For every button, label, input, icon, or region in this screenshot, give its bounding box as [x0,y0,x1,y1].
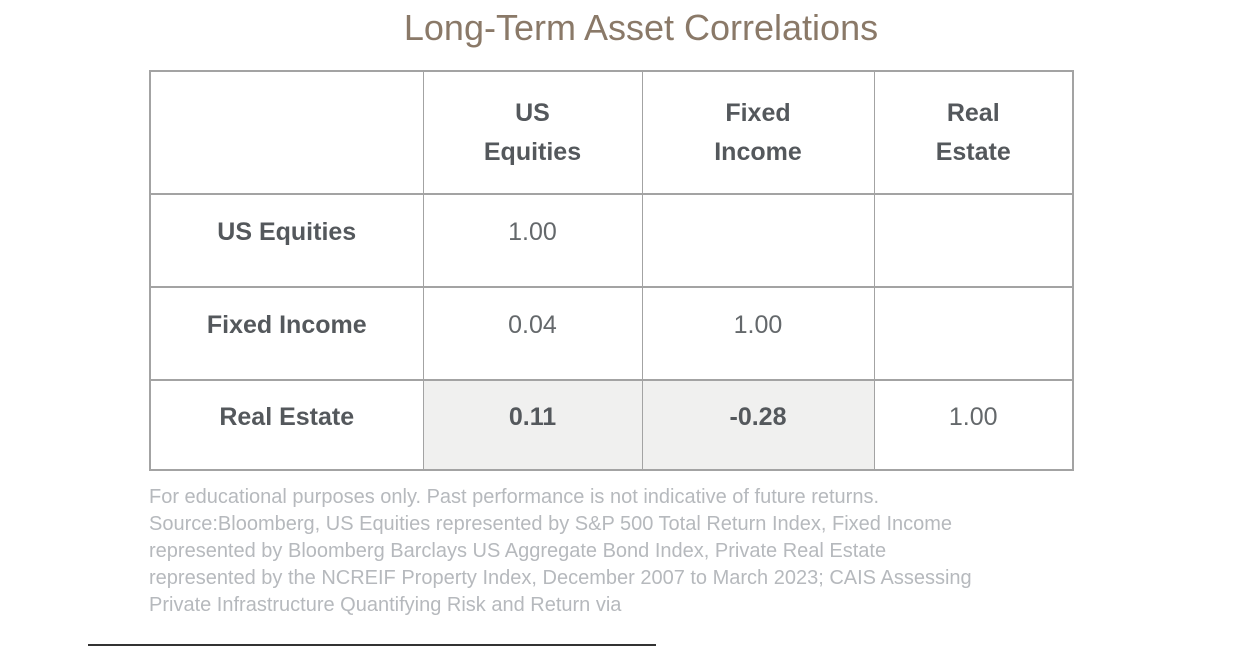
column-header-us-equities: US Equities [422,70,643,195]
disclaimer-line: represented by Bloomberg Barclays US Agg… [149,540,887,562]
cell-realestate-realestate: 1.00 [873,379,1074,471]
cell-realestate-usequities-highlighted: 0.11 [422,379,643,471]
disclaimer-line: represented by the NCREIF Property Index… [149,567,972,589]
cell-usequities-usequities: 1.00 [422,193,643,288]
disclaimer-line: Source:Bloomberg, US Equities represente… [149,513,953,535]
correlation-table: US Equities Fixed Income Real Estate US … [149,70,1074,471]
cell-fixedincome-realestate [873,286,1074,381]
page-title: Long-Term Asset Correlations [403,7,879,48]
table-row-us-equities: US Equities 1.00 [149,193,1074,288]
column-header-fixed-income: Fixed Income [641,70,875,195]
correlation-table-container: US Equities Fixed Income Real Estate US … [149,70,1074,471]
disclaimer-line: For educational purposes only. Past perf… [149,486,880,508]
cell-realestate-fixedincome-highlighted: -0.28 [641,379,875,471]
row-label-us-equities: US Equities [149,193,424,288]
disclaimer-line: Private Infrastructure Quantifying Risk … [149,594,622,616]
table-row-fixed-income: Fixed Income 0.04 1.00 [149,286,1074,381]
bottom-divider [88,644,656,646]
corner-cell [149,70,424,195]
table-row-real-estate: Real Estate 0.11 -0.28 1.00 [149,379,1074,471]
cell-usequities-fixedincome [641,193,875,288]
disclaimer-text: For educational purposes only. Past perf… [149,484,1089,619]
cell-fixedincome-usequities: 0.04 [422,286,643,381]
cell-usequities-realestate [873,193,1074,288]
column-header-real-estate: Real Estate [873,70,1074,195]
table-header-row: US Equities Fixed Income Real Estate [149,70,1074,195]
row-label-fixed-income: Fixed Income [149,286,424,381]
row-label-real-estate: Real Estate [149,379,424,471]
cell-fixedincome-fixedincome: 1.00 [641,286,875,381]
